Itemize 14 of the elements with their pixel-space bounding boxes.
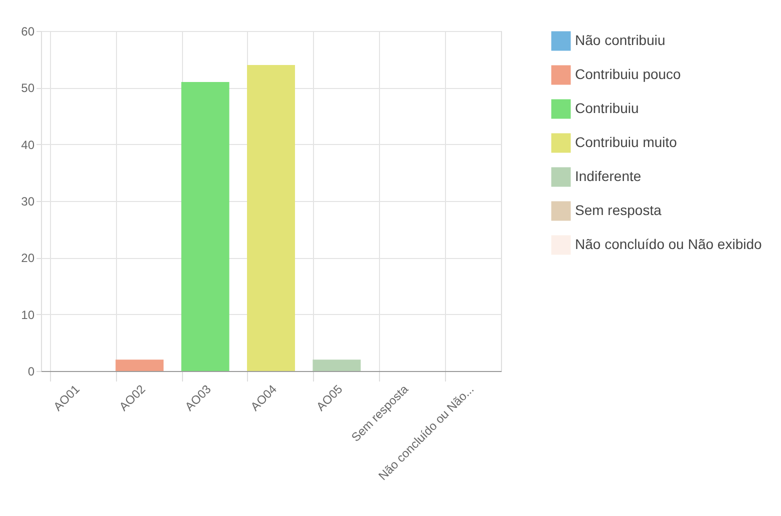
legend-label: Indiferente: [575, 168, 642, 184]
y-tick-label: 50: [21, 81, 35, 96]
legend-label: Contribuiu: [575, 100, 639, 116]
y-tick-label: 60: [21, 24, 35, 38]
y-tick-label: 0: [28, 364, 35, 378]
y-tick-label: 20: [21, 251, 35, 266]
y-tick-label: 30: [21, 194, 35, 208]
y-tick-label: 40: [21, 138, 35, 152]
legend-label: Não contribuiu: [575, 32, 666, 48]
legend-label: Não concluído ou Não exibido: [575, 236, 762, 252]
legend-label: Contribuiu pouco: [575, 66, 682, 82]
y-tick-label: 10: [21, 308, 35, 322]
legend-label: Contribuiu muito: [575, 134, 678, 150]
legend-label: Sem resposta: [575, 202, 662, 218]
